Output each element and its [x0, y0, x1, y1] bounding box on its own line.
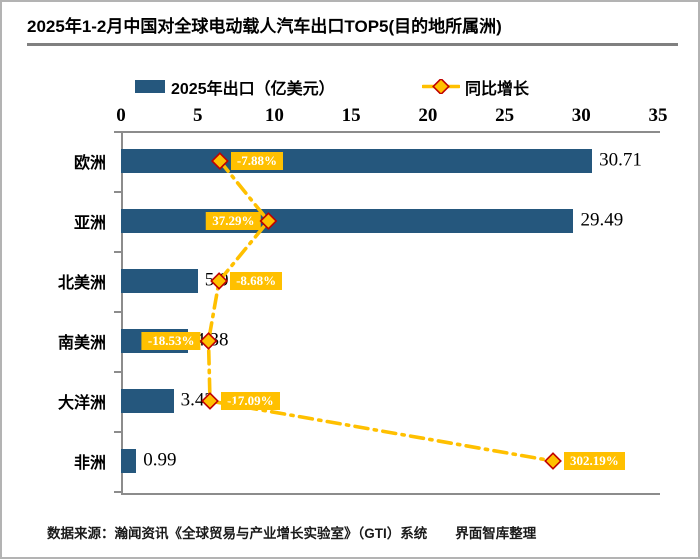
- title-divider: [27, 43, 678, 46]
- credit-text: 界面智库整理: [455, 526, 537, 541]
- y-axis-tick: [114, 311, 121, 313]
- x-axis-tick-label: 30: [571, 105, 591, 126]
- bar-value-label: 0.99: [143, 449, 177, 471]
- growth-label: 302.19%: [563, 452, 625, 470]
- export-bar: [121, 149, 593, 173]
- growth-label: -17.09%: [221, 392, 280, 410]
- y-axis-tick: [114, 191, 121, 193]
- category-label: 非洲: [73, 455, 106, 472]
- bar-value-label: 5.0: [204, 269, 229, 291]
- legend-line-marker-icon: [421, 77, 461, 99]
- y-axis-tick: [114, 431, 121, 433]
- export-bar: [121, 449, 137, 473]
- export-bar: [121, 269, 198, 293]
- export-bar: [121, 389, 174, 413]
- x-axis-tick-label: 10: [264, 105, 284, 126]
- legend-bar-swatch: [135, 80, 165, 93]
- bar-value-label: 30.71: [599, 149, 642, 171]
- data-source-text: 数据来源：瀚闻资讯《全球贸易与产业增长实验室》（GTI）系统: [47, 526, 428, 541]
- export-bar: [121, 209, 574, 233]
- y-axis-tick: [114, 131, 121, 133]
- x-axis-tick-label: 35: [648, 105, 668, 126]
- growth-label: -7.88%: [230, 152, 284, 170]
- legend-bar-label: 2025年出口（亿美元）: [171, 81, 335, 98]
- y-axis-tick: [114, 491, 121, 493]
- category-label: 南美洲: [57, 335, 106, 352]
- bar-value-label: 3.43: [180, 389, 214, 411]
- plot-area: [121, 131, 660, 495]
- x-axis-tick-label: 5: [192, 105, 203, 126]
- category-label: 北美洲: [57, 275, 106, 292]
- chart-title: 2025年1-2月中国对全球电动载人汽车出口TOP5(目的地所属洲): [27, 17, 502, 36]
- growth-label: 37.29%: [206, 212, 261, 230]
- x-axis-tick-label: 25: [495, 105, 515, 126]
- legend-line-label: 同比增长: [465, 81, 530, 98]
- category-label: 大洋洲: [57, 395, 106, 412]
- bar-value-label: 29.49: [580, 209, 624, 231]
- growth-label: -18.53%: [141, 332, 201, 350]
- category-label: 亚洲: [73, 215, 106, 232]
- footer: 数据来源：瀚闻资讯《全球贸易与产业增长实验室》（GTI）系统 界面智库整理: [47, 522, 677, 542]
- growth-label: -8.68%: [230, 272, 283, 290]
- y-axis-tick: [114, 251, 121, 253]
- category-label: 欧洲: [73, 155, 106, 172]
- x-axis-tick-label: 0: [116, 105, 126, 126]
- y-axis-tick: [114, 371, 121, 373]
- legend: 2025年出口（亿美元） 同比增长: [2, 74, 698, 99]
- x-axis-tick-label: 15: [341, 105, 361, 126]
- x-axis-tick-label: 20: [418, 105, 438, 126]
